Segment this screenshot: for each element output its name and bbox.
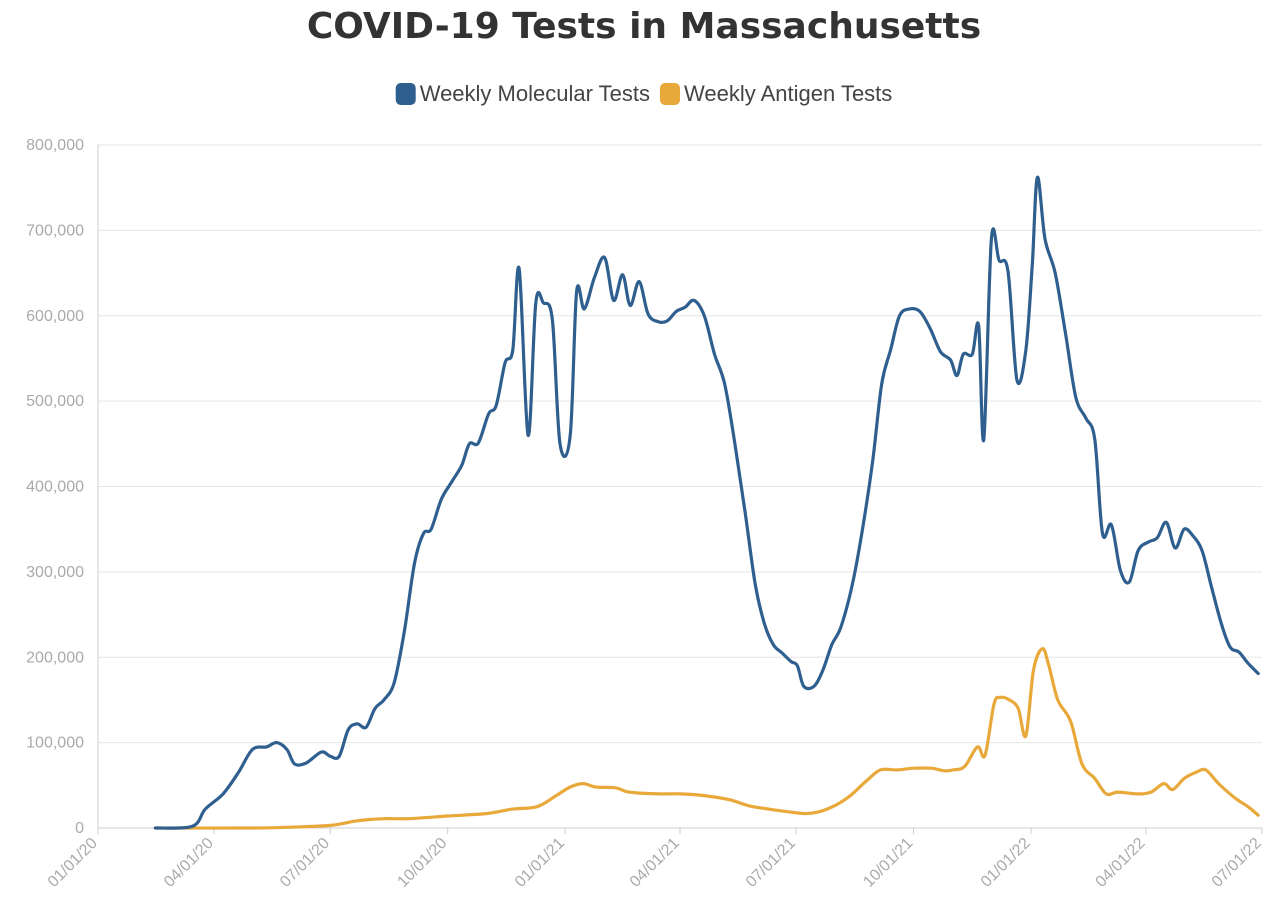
x-tick-label: 10/01/21 [860,835,916,891]
x-tick-label: 04/01/20 [161,835,217,891]
x-tick-label: 10/01/20 [394,835,450,891]
x-tick-label: 07/01/22 [1209,835,1265,891]
legend-item: Weekly Molecular Tests [395,81,650,106]
legend-label: Weekly Antigen Tests [684,81,892,106]
y-tick-label: 500,000 [26,393,84,410]
legend-swatch [659,83,680,105]
x-tick-label: 07/01/21 [743,835,799,891]
y-tick-label: 300,000 [26,564,84,581]
y-axis-ticks: 0 100,000 200,000 300,000 400,000 500,000 600,… [26,137,84,837]
y-tick-label: 700,000 [26,222,84,239]
chart-title: COVID-19 Tests in Massachusetts [307,6,981,47]
x-tick-label: 04/01/22 [1093,835,1149,891]
legend: Weekly Molecular Tests Weekly Antigen Tes… [395,81,892,106]
grid-lines [97,144,1262,829]
y-tick-label: 0 [75,820,84,837]
x-tick-label: 07/01/20 [277,835,333,891]
x-tick-label: 01/01/22 [978,835,1034,891]
legend-item: Weekly Antigen Tests [659,81,892,106]
legend-swatch [395,83,416,105]
y-tick-label: 600,000 [26,308,84,325]
y-tick-label: 800,000 [26,137,84,154]
x-tick-label: 01/01/21 [512,835,568,891]
x-axis-ticks: 01/01/20 04/01/20 07/01/20 10/01/20 01/01/21… [45,828,1265,891]
series-line-weekly-molecular-tests [153,175,1260,830]
x-tick-label: 04/01/21 [627,835,683,891]
y-tick-label: 100,000 [26,735,84,752]
y-tick-label: 400,000 [26,479,84,496]
legend-label: Weekly Molecular Tests [420,81,650,106]
series-lines [153,175,1260,830]
x-tick-label: 01/01/20 [45,835,101,891]
y-tick-label: 200,000 [26,649,84,666]
series-line-weekly-antigen-tests [153,647,1260,830]
